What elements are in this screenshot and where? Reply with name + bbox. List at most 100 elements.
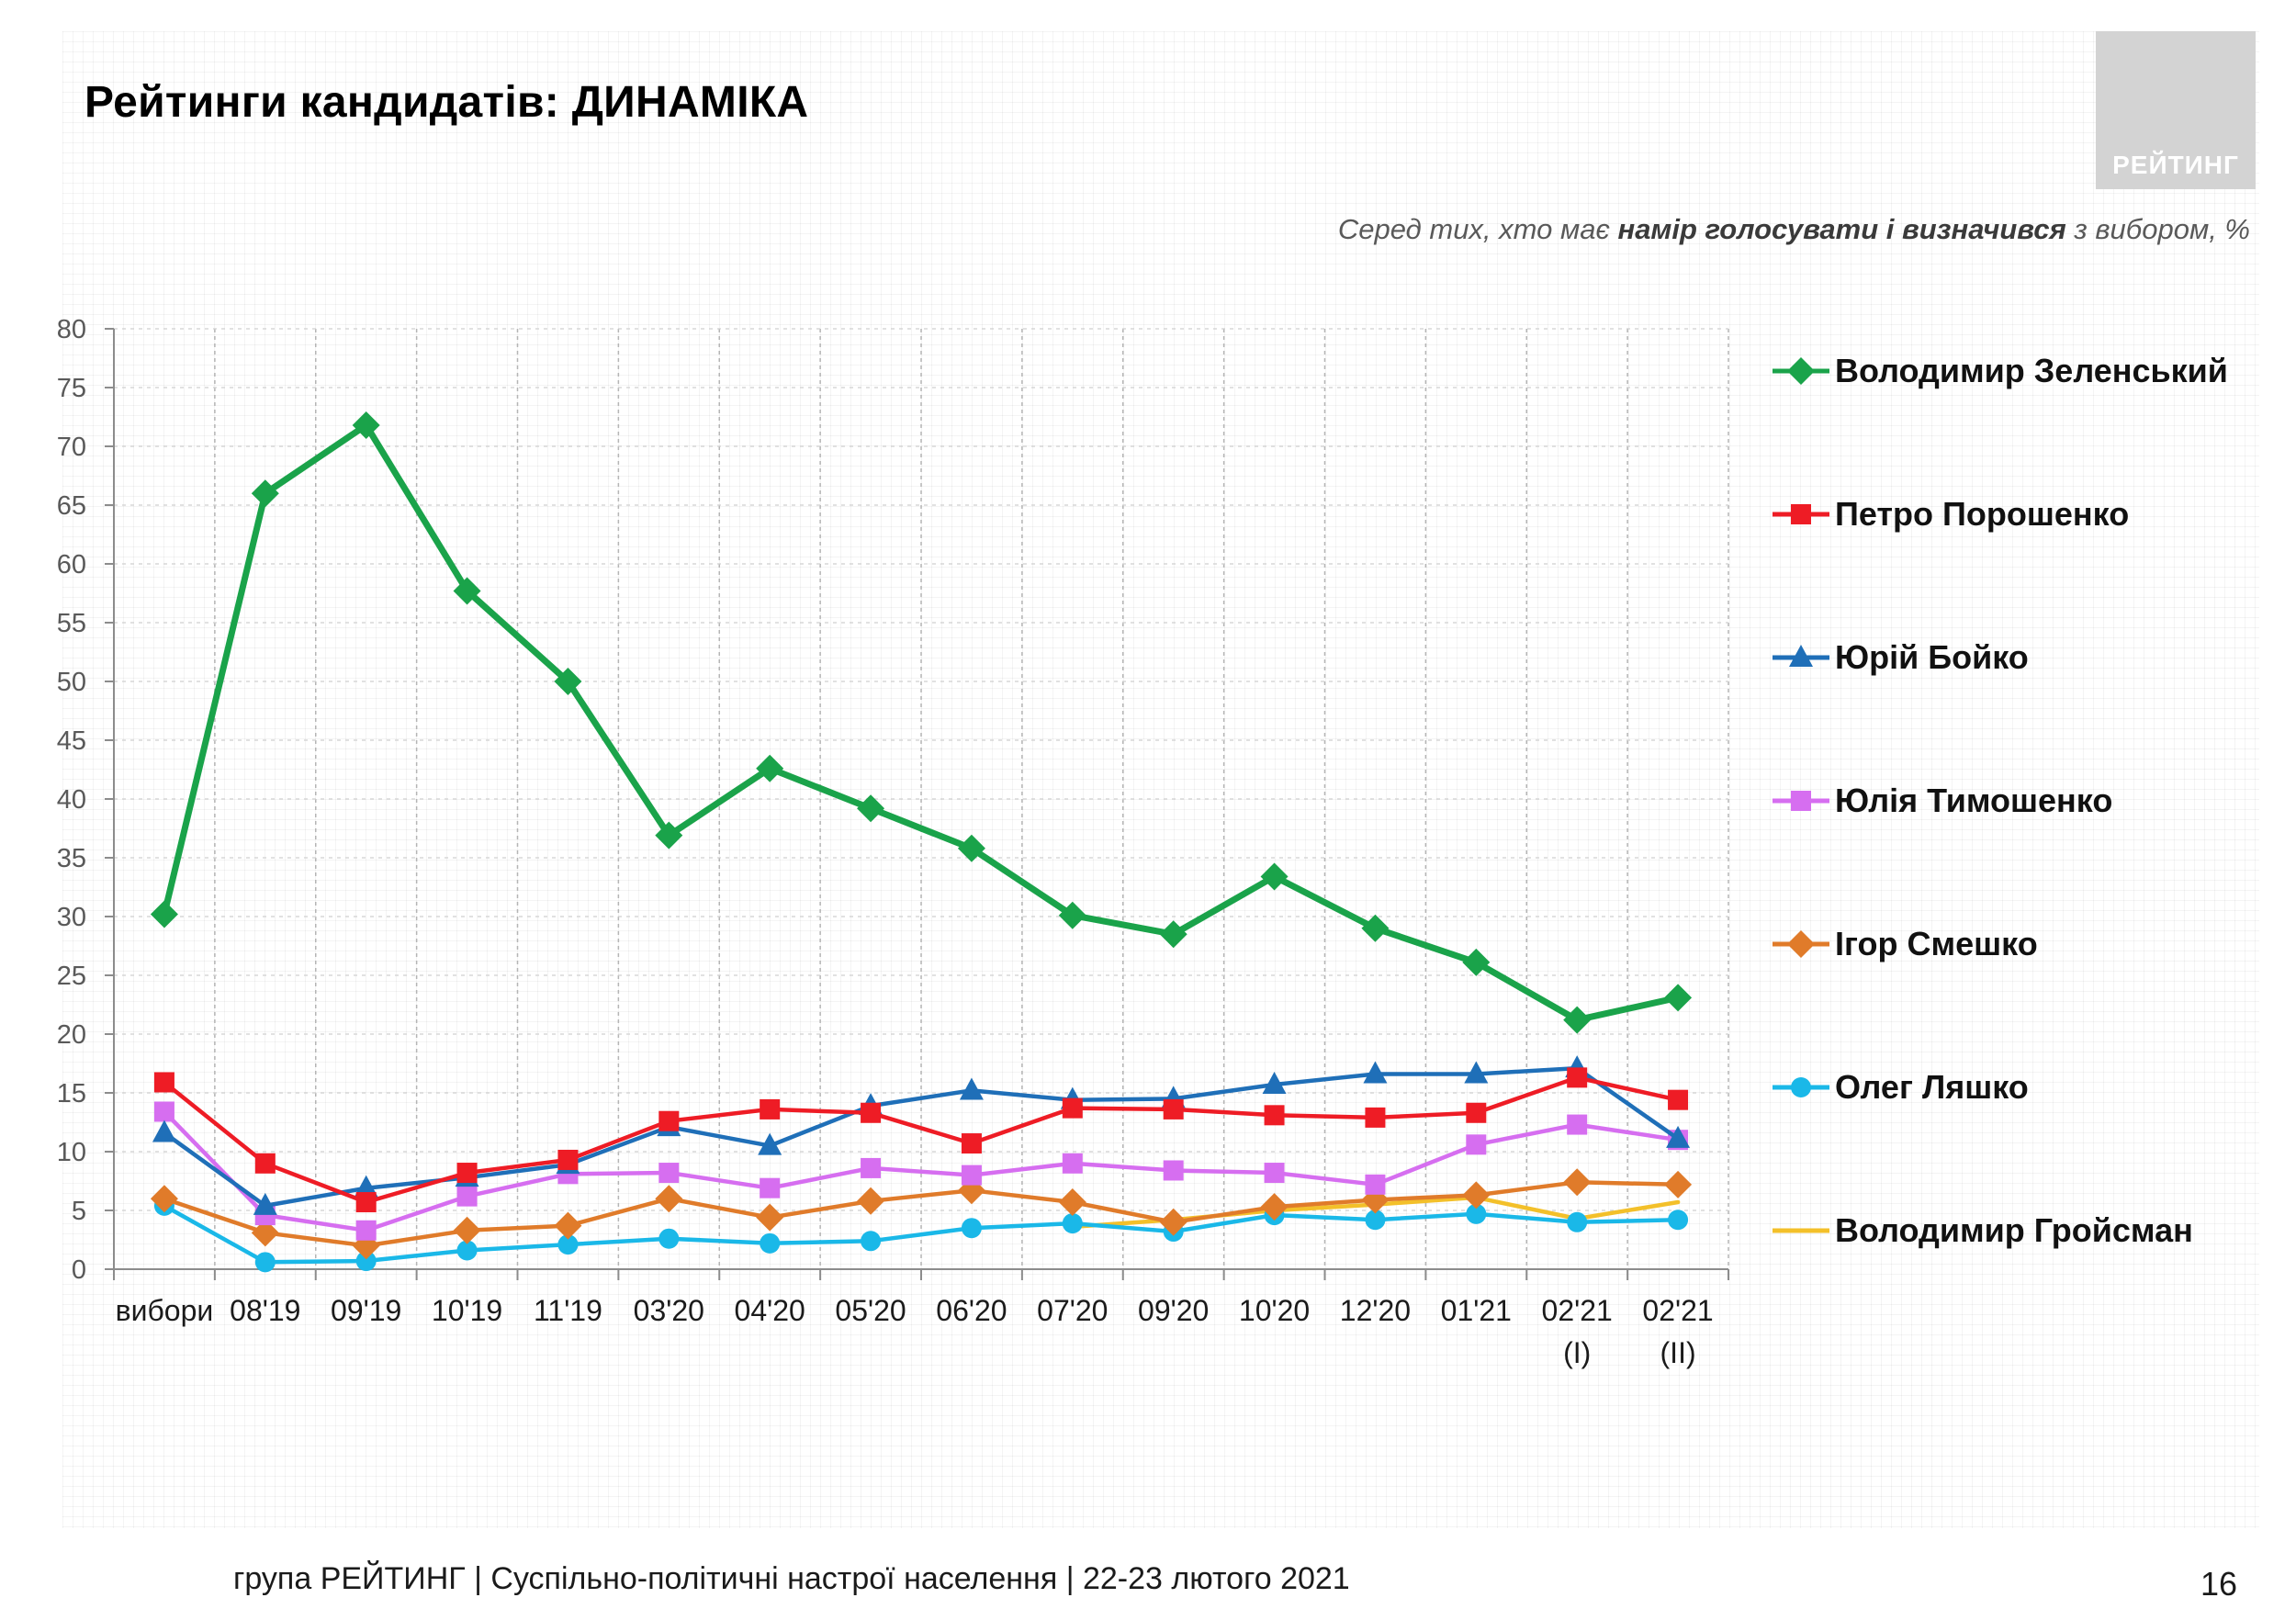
x-tick-label: 10'19 <box>432 1294 502 1327</box>
x-axis-ticks: вибори 08'19 09'19 10'19 11'19 03'20 04'20 05'2… <box>113 1269 1729 1369</box>
legend-item-3: Юрій Бойко <box>1773 638 2029 676</box>
data-point-circle <box>861 1231 882 1252</box>
data-point-diamond <box>352 411 380 439</box>
data-point-triangle <box>253 1192 277 1215</box>
data-point-diamond <box>1361 914 1390 942</box>
y-tick-label: 35 <box>57 844 86 873</box>
legend-label: Володимир Гройсман <box>1835 1211 2193 1249</box>
data-point-square <box>961 1165 982 1186</box>
data-point-square <box>961 1133 982 1154</box>
series-1 <box>150 411 1693 1034</box>
data-point-square <box>658 1163 680 1184</box>
legend-label: Юлія Тимошенко <box>1835 782 2112 819</box>
series-line <box>162 1065 1681 1209</box>
series-line <box>162 1180 1681 1248</box>
data-point-diamond <box>1159 1208 1187 1236</box>
y-tick-label: 65 <box>57 491 86 521</box>
chart-gridlines <box>114 328 1729 1269</box>
y-tick-label: 60 <box>57 550 86 579</box>
data-point-square <box>760 1177 781 1198</box>
data-point-square <box>1365 1174 1386 1195</box>
chart-legend: Володимир Зеленський Петро Порошенко Юрій … <box>1773 352 2228 1249</box>
data-point-square <box>557 1149 579 1170</box>
subtitle-suffix: з вибором, % <box>2065 213 2250 245</box>
y-tick-label: 80 <box>57 315 86 344</box>
x-tick-label: 10'20 <box>1239 1294 1310 1327</box>
data-point-diamond <box>857 1187 885 1215</box>
legend-label: Петро Порошенко <box>1835 495 2129 533</box>
data-point-square <box>355 1220 377 1241</box>
legend-label: Ігор Смешко <box>1835 925 2038 962</box>
data-point-square <box>658 1110 680 1131</box>
x-tick-label: 02'21 <box>1542 1294 1613 1327</box>
chart-subtitle: Серед тих, хто має намір голосувати і ви… <box>1338 213 2250 246</box>
data-point-diamond <box>756 1203 784 1232</box>
y-tick-label: 45 <box>57 726 86 756</box>
legend-item-1: Володимир Зеленський <box>1773 352 2228 389</box>
footer-text: група РЕЙТИНГ | Суспільно-політичні наст… <box>233 1561 1350 1596</box>
page-title: Рейтинги кандидатів: ДИНАМІКА <box>84 78 809 127</box>
legend-item-2: Петро Порошенко <box>1773 495 2129 533</box>
data-point-square <box>1791 504 1811 524</box>
data-point-diamond <box>1787 357 1815 385</box>
y-tick-label: 5 <box>72 1197 86 1226</box>
data-point-square <box>254 1153 276 1174</box>
y-tick-label: 10 <box>57 1138 86 1167</box>
x-tick-label: 02'21 <box>1642 1294 1713 1327</box>
x-tick-label: 08'19 <box>230 1294 300 1327</box>
x-tick-label: 12'20 <box>1340 1294 1411 1327</box>
y-tick-label: 70 <box>57 433 86 462</box>
data-point-triangle <box>1363 1061 1388 1084</box>
data-point-circle <box>658 1228 680 1249</box>
rating-logo: РЕЙТИНГ <box>2096 31 2256 189</box>
data-point-triangle <box>959 1077 984 1100</box>
data-point-diamond <box>655 821 683 850</box>
data-point-square <box>1264 1163 1285 1184</box>
data-point-square <box>861 1102 882 1123</box>
data-point-square <box>456 1186 478 1207</box>
data-point-diamond <box>1058 901 1086 929</box>
data-point-square <box>1163 1098 1184 1120</box>
data-point-diamond <box>1563 1006 1592 1034</box>
data-point-diamond <box>756 754 784 782</box>
x-tick-label: 05'20 <box>835 1294 906 1327</box>
series-4 <box>153 1101 1689 1241</box>
data-point-circle <box>355 1251 377 1272</box>
legend-item-6: Олег Ляшко <box>1773 1068 2029 1106</box>
data-point-square <box>456 1163 478 1184</box>
data-point-diamond <box>857 794 885 823</box>
x-tick-label: (II) <box>1660 1336 1696 1369</box>
series-5 <box>150 1168 1693 1260</box>
x-tick-label: 03'20 <box>634 1294 704 1327</box>
data-point-diamond <box>251 1219 279 1247</box>
data-point-circle <box>1062 1213 1083 1234</box>
subtitle-bold: намір голосувати і визначився <box>1617 213 2066 245</box>
legend-item-5: Ігор Смешко <box>1773 925 2038 962</box>
data-point-diamond <box>150 1185 178 1213</box>
y-tick-label: 15 <box>57 1079 86 1108</box>
legend-item-7: Володимир Гройсман <box>1773 1211 2193 1249</box>
data-point-square <box>153 1101 174 1122</box>
y-tick-label: 40 <box>57 785 86 815</box>
data-point-circle <box>1365 1210 1386 1231</box>
y-tick-label: 75 <box>57 374 86 403</box>
data-point-square <box>153 1072 174 1093</box>
data-point-square <box>1365 1107 1386 1128</box>
series-6 <box>153 1195 1689 1273</box>
data-point-diamond <box>1664 1170 1693 1198</box>
data-point-square <box>1791 791 1811 811</box>
x-tick-label: 11'19 <box>534 1294 602 1327</box>
data-point-diamond <box>251 479 279 508</box>
chart-series <box>150 411 1693 1273</box>
data-point-square <box>1264 1105 1285 1126</box>
y-tick-label: 25 <box>57 962 86 991</box>
data-point-diamond <box>1159 920 1187 949</box>
data-point-diamond <box>453 577 481 605</box>
data-point-circle <box>1466 1203 1487 1224</box>
y-tick-label: 50 <box>57 668 86 697</box>
x-tick-label: 09'20 <box>1138 1294 1209 1327</box>
data-point-circle <box>1791 1077 1811 1097</box>
data-point-triangle <box>1789 645 1813 667</box>
data-point-square <box>355 1192 377 1213</box>
